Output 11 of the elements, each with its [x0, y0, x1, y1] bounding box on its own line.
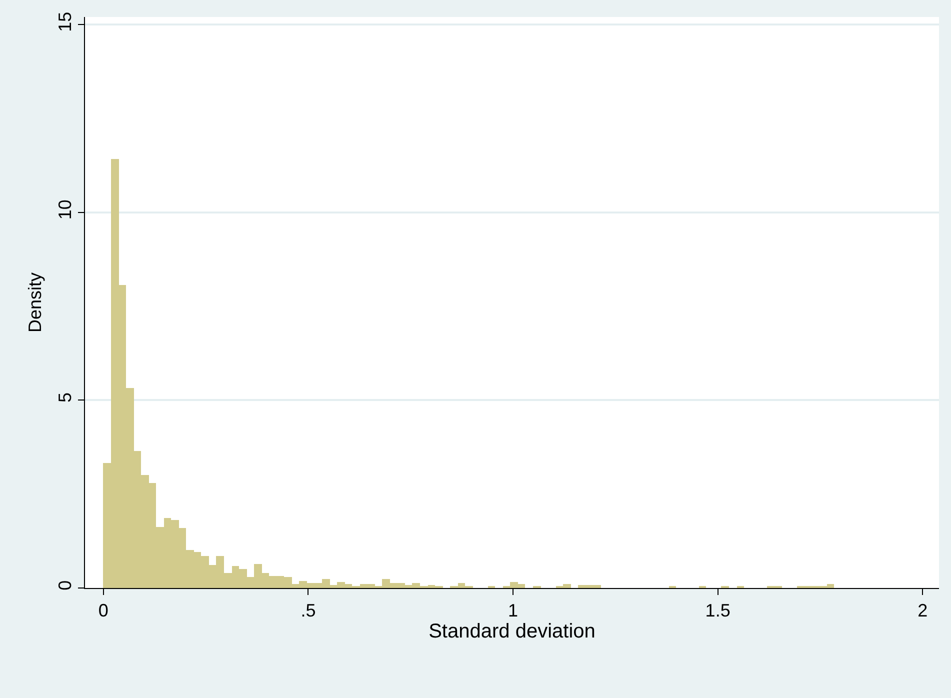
x-tick-label: 0 [98, 600, 108, 621]
x-tick-label: .5 [300, 600, 316, 621]
y-tick-label: 15 [54, 12, 75, 32]
y-axis-title: Density [25, 272, 45, 333]
x-axis-title: Standard deviation [428, 620, 596, 643]
x-tick-label: 1.5 [705, 600, 730, 621]
x-tick-label: 1 [508, 600, 518, 621]
y-tick-label: 0 [54, 580, 75, 590]
y-tick-label: 5 [54, 392, 75, 402]
x-tick-label: 2 [918, 600, 928, 621]
y-tick-label: 10 [54, 200, 75, 220]
